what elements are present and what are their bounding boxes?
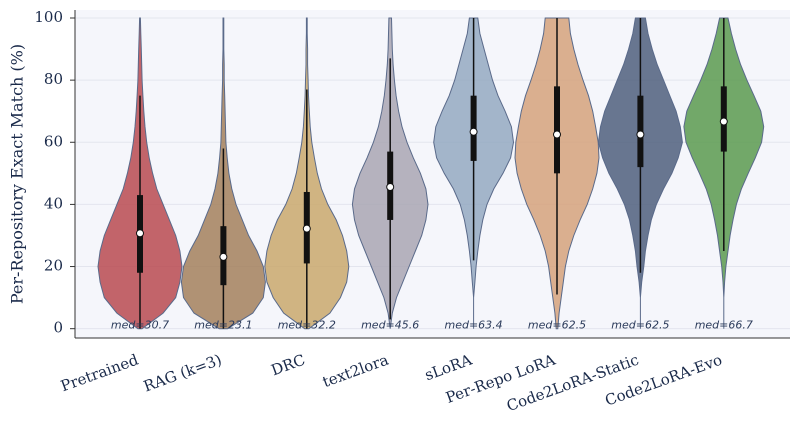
median-dot bbox=[469, 127, 478, 136]
x-tick-label: RAG (k=3) bbox=[141, 351, 224, 396]
x-tick-label: Pretrained bbox=[58, 350, 141, 395]
y-axis-label: Per-Repository Exact Match (%) bbox=[8, 44, 27, 304]
x-tick-label: sLoRA bbox=[422, 351, 474, 385]
median-dot bbox=[219, 252, 228, 261]
y-tick-label: 80 bbox=[44, 70, 63, 88]
median-dot bbox=[136, 229, 144, 238]
x-tick-label: text2lora bbox=[320, 351, 391, 391]
median-dot bbox=[302, 224, 311, 233]
x-tick-label: DRC bbox=[269, 351, 308, 380]
median-label: med=32.2 bbox=[278, 319, 336, 332]
y-tick-label: 20 bbox=[44, 257, 63, 275]
y-tick-label: 100 bbox=[34, 8, 63, 26]
median-label: med=30.7 bbox=[111, 319, 169, 332]
y-tick-label: 0 bbox=[53, 319, 63, 337]
median-dot bbox=[386, 183, 395, 192]
median-dot bbox=[553, 130, 561, 139]
iqr-box bbox=[554, 86, 560, 174]
median-dot bbox=[636, 130, 645, 139]
median-label: med=66.7 bbox=[695, 319, 753, 332]
y-tick-label: 40 bbox=[44, 194, 63, 212]
median-label: med=23.1 bbox=[194, 319, 252, 332]
median-label: med=45.6 bbox=[361, 319, 419, 332]
median-label: med=63.4 bbox=[445, 319, 503, 332]
median-label: med=62.5 bbox=[528, 319, 586, 332]
y-tick-label: 60 bbox=[44, 132, 63, 150]
median-dot bbox=[719, 117, 728, 126]
median-label: med=62.5 bbox=[611, 319, 669, 332]
